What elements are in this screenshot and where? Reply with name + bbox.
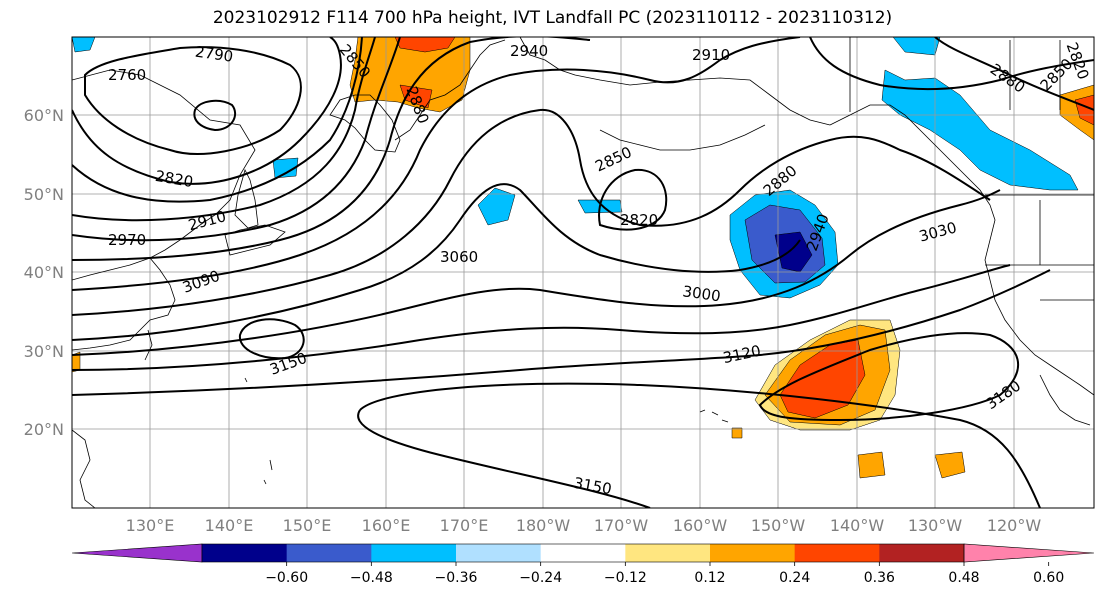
contour-label: 2790 (194, 43, 234, 66)
colorbar-tick-label: 0.36 (864, 570, 895, 586)
colorbar-tick-label: 0.24 (779, 570, 810, 586)
lon-label: 150°W (751, 516, 806, 535)
colorbar-box (286, 544, 372, 562)
colorbar-tick-label: 0.48 (948, 570, 979, 586)
colorbar-extend-high (963, 543, 1095, 563)
contour-label: 2940 (510, 42, 548, 60)
lon-label: 140°E (205, 516, 254, 535)
height-contours (72, 37, 1094, 508)
colorbar-box (625, 544, 711, 562)
lon-label: 160°W (673, 516, 728, 535)
colorbar-tick-label: −0.48 (350, 570, 393, 586)
lon-label: 120°W (987, 516, 1042, 535)
colorbar-box (879, 544, 965, 562)
colorbar-tick-label: −0.12 (604, 570, 647, 586)
lat-label: 20°N (24, 420, 64, 439)
contour-label: 3060 (440, 248, 478, 266)
colorbar-extend-low (71, 543, 203, 563)
lat-label: 60°N (24, 106, 64, 125)
colorbar-box (540, 544, 626, 562)
lat-label: 50°N (24, 185, 64, 204)
lon-label: 140°W (830, 516, 885, 535)
colorbar: −0.60 −0.48 −0.36 −0.24 −0.12 0.12 0.24 0.36 0.4… (71, 543, 1095, 586)
colorbar-tick-label: 0.12 (694, 570, 725, 586)
contour-label: 2820 (620, 211, 658, 229)
plot-frame (71, 36, 1095, 509)
lon-label: 160°E (362, 516, 411, 535)
contour-label: 3000 (681, 282, 721, 305)
contour-label: 2760 (108, 66, 146, 84)
lon-label: 170°E (440, 516, 489, 535)
contour-label: 2970 (108, 231, 146, 249)
colorbar-tick-label: −0.36 (435, 570, 478, 586)
lon-label: 130°E (126, 516, 175, 535)
lon-label: 150°E (283, 516, 332, 535)
latitude-labels: 60°N 50°N 40°N 30°N 20°N (24, 106, 64, 439)
colorbar-box (710, 544, 796, 562)
coastlines (72, 37, 1094, 508)
colorbar-box (794, 544, 880, 562)
colorbar-frame (201, 543, 965, 563)
colorbar-tick-label: −0.60 (265, 570, 308, 586)
map-title: 2023102912 F114 700 hPa height, IVT Land… (212, 8, 893, 28)
colorbar-box (371, 544, 457, 562)
lat-label: 30°N (24, 342, 64, 361)
lat-label: 40°N (24, 263, 64, 282)
graticule (72, 37, 1094, 508)
colorbar-box (456, 544, 542, 562)
colorbar-tick-label: 0.60 (1033, 570, 1064, 586)
longitude-labels: 130°E 140°E 150°E 160°E 170°E 180°W 170°… (126, 516, 1042, 535)
contour-label: 2910 (692, 46, 730, 64)
lon-label: 170°W (594, 516, 649, 535)
lon-label: 130°W (908, 516, 963, 535)
lon-label: 180°W (516, 516, 571, 535)
colorbar-tick-label: −0.24 (519, 570, 562, 586)
colorbar-box (202, 544, 288, 562)
